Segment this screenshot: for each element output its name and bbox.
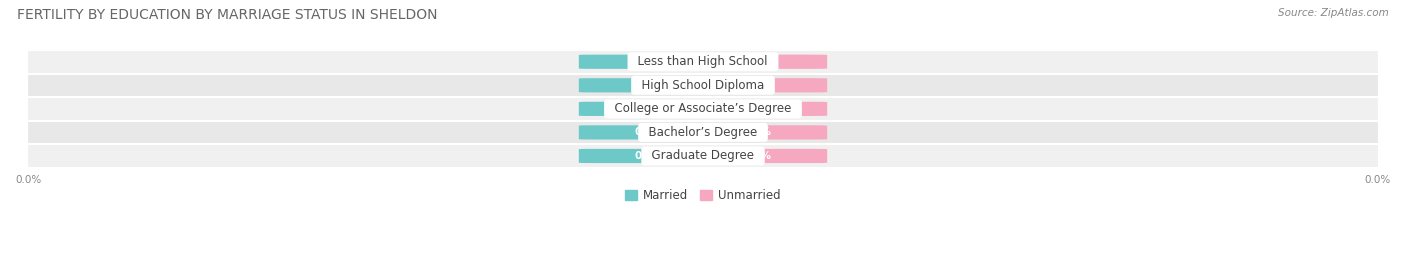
- Text: 0.0%: 0.0%: [742, 80, 772, 90]
- FancyBboxPatch shape: [686, 102, 827, 116]
- FancyBboxPatch shape: [28, 144, 1378, 168]
- FancyBboxPatch shape: [686, 149, 827, 163]
- Text: 0.0%: 0.0%: [742, 104, 772, 114]
- Text: Less than High School: Less than High School: [630, 55, 776, 68]
- Text: High School Diploma: High School Diploma: [634, 79, 772, 92]
- Text: 0.0%: 0.0%: [634, 57, 664, 67]
- Text: 0.0%: 0.0%: [742, 151, 772, 161]
- Text: 0.0%: 0.0%: [742, 57, 772, 67]
- FancyBboxPatch shape: [28, 121, 1378, 144]
- Text: Source: ZipAtlas.com: Source: ZipAtlas.com: [1278, 8, 1389, 18]
- FancyBboxPatch shape: [28, 50, 1378, 73]
- FancyBboxPatch shape: [686, 55, 827, 69]
- FancyBboxPatch shape: [579, 55, 720, 69]
- FancyBboxPatch shape: [579, 78, 720, 93]
- Legend: Married, Unmarried: Married, Unmarried: [620, 184, 786, 207]
- Text: 0.0%: 0.0%: [742, 128, 772, 137]
- Text: Graduate Degree: Graduate Degree: [644, 150, 762, 162]
- Text: 0.0%: 0.0%: [634, 80, 664, 90]
- Text: 0.0%: 0.0%: [634, 128, 664, 137]
- Text: College or Associate’s Degree: College or Associate’s Degree: [607, 102, 799, 115]
- Text: Bachelor’s Degree: Bachelor’s Degree: [641, 126, 765, 139]
- FancyBboxPatch shape: [28, 73, 1378, 97]
- FancyBboxPatch shape: [579, 102, 720, 116]
- FancyBboxPatch shape: [686, 78, 827, 93]
- Text: 0.0%: 0.0%: [634, 151, 664, 161]
- FancyBboxPatch shape: [579, 125, 720, 140]
- FancyBboxPatch shape: [686, 125, 827, 140]
- FancyBboxPatch shape: [28, 97, 1378, 121]
- FancyBboxPatch shape: [579, 149, 720, 163]
- Text: FERTILITY BY EDUCATION BY MARRIAGE STATUS IN SHELDON: FERTILITY BY EDUCATION BY MARRIAGE STATU…: [17, 8, 437, 22]
- Text: 0.0%: 0.0%: [634, 104, 664, 114]
